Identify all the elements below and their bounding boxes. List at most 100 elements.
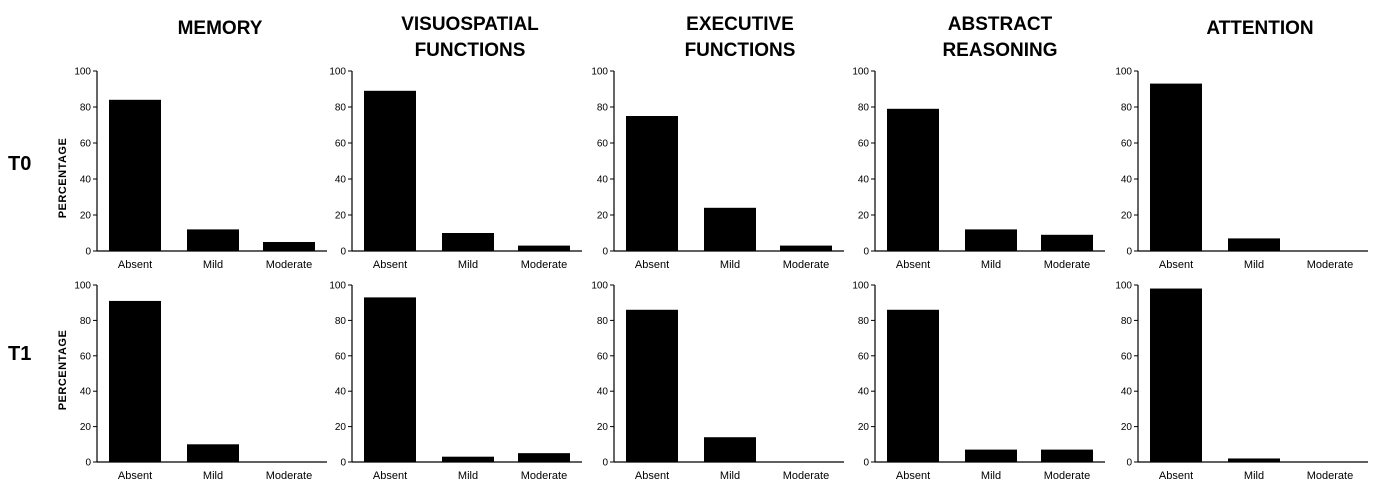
bar [109, 99, 161, 251]
y-tick-label: 0 [863, 458, 869, 469]
x-category-label: Moderate [1307, 259, 1353, 271]
bar [442, 456, 494, 462]
y-tick-label: 20 [1121, 422, 1133, 433]
bar [965, 229, 1017, 251]
x-category-label: Absent [1159, 470, 1193, 481]
y-tick-label: 80 [1121, 316, 1133, 327]
y-tick-label: 60 [597, 139, 609, 150]
y-tick-label: 80 [858, 316, 870, 327]
bar-chart-panel: 0 20 40 60 80 100 Absent Mild Moderate [1115, 67, 1368, 271]
y-tick-label: 80 [80, 316, 92, 327]
bar [518, 453, 570, 462]
x-category-label: Moderate [521, 259, 567, 271]
x-category-label: Absent [118, 259, 152, 271]
y-tick-label: 0 [340, 458, 346, 469]
y-tick-label: 20 [858, 422, 870, 433]
bar [518, 245, 570, 251]
x-category-label: Mild [458, 470, 478, 481]
y-tick-label: 0 [1126, 247, 1132, 258]
x-category-label: Absent [118, 470, 152, 481]
y-axis-label: PERCENTAGE [57, 138, 69, 219]
y-tick-label: 20 [858, 211, 870, 222]
bar-chart-panel: 0 20 40 60 80 100 Absent Mild Moderate PERCENTAGE [57, 67, 327, 271]
y-tick-label: 100 [329, 67, 346, 78]
bar [626, 309, 678, 462]
x-category-label: Moderate [1307, 470, 1353, 481]
bar [965, 449, 1017, 462]
bar [1041, 449, 1093, 462]
bar [364, 90, 416, 251]
x-category-label: Mild [1244, 259, 1264, 271]
y-tick-label: 60 [335, 351, 347, 362]
y-tick-label: 60 [80, 351, 92, 362]
y-tick-label: 100 [852, 67, 869, 78]
y-tick-label: 60 [597, 351, 609, 362]
row-label: T0 [8, 153, 31, 175]
y-tick-label: 0 [602, 247, 608, 258]
y-axis-label: PERCENTAGE [57, 330, 69, 411]
column-title: FUNCTIONS [415, 40, 526, 61]
y-tick-label: 20 [597, 422, 609, 433]
x-category-label: Mild [981, 259, 1001, 271]
bar [1228, 238, 1280, 251]
x-category-label: Mild [1244, 470, 1264, 481]
y-tick-label: 0 [602, 458, 608, 469]
y-tick-label: 80 [335, 316, 347, 327]
y-tick-label: 0 [1126, 458, 1132, 469]
bar [1150, 288, 1202, 462]
bar [704, 207, 756, 251]
bar [1150, 83, 1202, 251]
y-tick-label: 100 [329, 281, 346, 292]
bar-chart-panel: 0 20 40 60 80 100 Absent Mild Moderate [329, 281, 582, 481]
x-category-label: Moderate [521, 470, 567, 481]
panels: 0 20 40 60 80 100 Absent Mild Moderate PERCENTAGE… [57, 67, 1368, 481]
bar [1041, 234, 1093, 251]
y-tick-label: 20 [335, 211, 347, 222]
x-category-label: Moderate [783, 470, 829, 481]
y-tick-label: 40 [335, 175, 347, 186]
bar [364, 297, 416, 462]
x-category-label: Mild [720, 470, 740, 481]
bar-chart-panel: 0 20 40 60 80 100 Absent Mild Moderate [329, 67, 582, 271]
x-category-label: Mild [203, 259, 223, 271]
bar [780, 245, 832, 251]
y-tick-label: 80 [80, 103, 92, 114]
y-tick-label: 20 [335, 422, 347, 433]
column-title: MEMORY [178, 18, 263, 39]
bar [109, 300, 161, 462]
x-category-label: Moderate [266, 259, 312, 271]
bar-chart-panel: 0 20 40 60 80 100 Absent Mild Moderate [852, 67, 1105, 271]
y-tick-label: 40 [858, 387, 870, 398]
y-tick-label: 40 [80, 387, 92, 398]
y-tick-label: 20 [597, 211, 609, 222]
y-tick-label: 100 [74, 281, 91, 292]
y-tick-label: 100 [1115, 281, 1132, 292]
x-category-label: Mild [203, 470, 223, 481]
x-category-label: Moderate [266, 470, 312, 481]
y-tick-label: 40 [858, 175, 870, 186]
column-title: REASONING [942, 40, 1057, 61]
column-titles: MEMORY VISUOSPATIAL FUNCTIONS EXECUTIVE FUNC… [178, 14, 1314, 61]
x-category-label: Mild [458, 259, 478, 271]
column-title: ABSTRACT [948, 14, 1053, 35]
y-tick-label: 100 [591, 67, 608, 78]
y-tick-label: 80 [597, 316, 609, 327]
column-title: FUNCTIONS [685, 40, 796, 61]
bar [263, 242, 315, 251]
y-tick-label: 40 [1121, 387, 1133, 398]
y-tick-label: 80 [1121, 103, 1133, 114]
bar-chart-panel: 0 20 40 60 80 100 Absent Mild Moderate [591, 67, 844, 271]
bar [187, 229, 239, 251]
column-title: EXECUTIVE [686, 14, 794, 35]
bar [887, 108, 939, 251]
x-category-label: Mild [981, 470, 1001, 481]
row-label: T1 [8, 343, 31, 365]
row-labels: T0 T1 [8, 153, 31, 365]
y-tick-label: 0 [340, 247, 346, 258]
bar-chart-panel: 0 20 40 60 80 100 Absent Mild Moderate [1115, 281, 1368, 481]
bar [442, 233, 494, 251]
y-tick-label: 60 [1121, 139, 1133, 150]
bar [1228, 458, 1280, 462]
x-category-label: Absent [896, 259, 930, 271]
